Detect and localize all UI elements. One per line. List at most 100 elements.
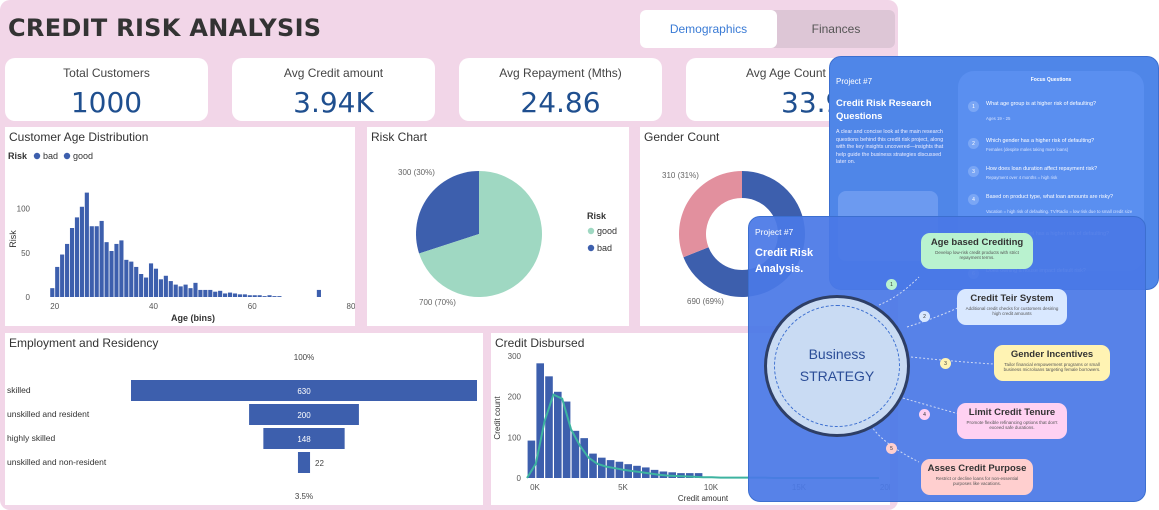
page-title: CREDIT RISK ANALYSIS <box>8 14 322 42</box>
slide-description: A clear and concise look at the main res… <box>836 129 944 166</box>
strategy-title-line2: STRATEGY <box>799 368 875 384</box>
x-axis-label: Credit amount <box>678 494 729 503</box>
business-strategy-slide: Project #7 Credit Risk Analysis. Busines… <box>748 216 1146 502</box>
project-label: Project #7 <box>836 77 873 86</box>
strategy-step-card: Limit Credit Tenure Promote flexible refi… <box>957 403 1067 439</box>
age-bar <box>109 251 114 297</box>
step-number: 5 <box>886 443 897 454</box>
x-tick-label: 0K <box>530 483 540 492</box>
question-number: 4 <box>968 194 979 205</box>
question-answer: Ages 19 - 25 <box>986 116 1011 121</box>
strategy-step-card: Credit Teir System Additional credit chec… <box>957 289 1067 325</box>
employment-funnel-chart: 100% skilled 630 unskilled and resident 200 h… <box>7 353 477 501</box>
kpi-card-avg-repayment: Avg Repayment (Mths) 24.86 <box>459 58 662 121</box>
age-bar <box>267 295 272 297</box>
funnel-category-label: highly skilled <box>7 433 55 443</box>
age-bar <box>84 192 89 297</box>
age-bar <box>153 268 159 297</box>
legend-good-marker <box>587 227 595 235</box>
funnel-value-label: 148 <box>297 435 311 444</box>
legend-good-marker <box>63 152 71 160</box>
y-tick-label: 100 <box>508 433 522 442</box>
x-tick-label: 80 <box>347 302 355 311</box>
age-bar <box>257 295 262 297</box>
legend-good-label: good <box>73 151 93 161</box>
age-bar <box>173 284 178 297</box>
credit-bar <box>580 438 588 478</box>
y-tick-label: 100 <box>17 205 31 214</box>
tab-demographics[interactable]: Demographics <box>640 10 777 48</box>
panel-title: Risk Chart <box>371 130 428 144</box>
panel-title: Gender Count <box>644 130 720 144</box>
data-label-good: 700 (70%) <box>419 298 456 307</box>
age-bar <box>163 275 168 297</box>
step-description: Develop low-risk credit products with st… <box>935 250 1019 260</box>
legend-bad-label: bad <box>43 151 58 161</box>
funnel-category-label: unskilled and resident <box>7 409 90 419</box>
funnel-bottom-label: 3.5% <box>295 492 313 501</box>
age-bar <box>129 261 134 297</box>
panel-title: Customer Age Distribution <box>9 130 149 144</box>
credit-bar <box>694 473 703 478</box>
age-bar <box>89 226 94 297</box>
questions-title: Focus Questions <box>1030 77 1072 83</box>
step-description: Tailor financial empowerment programs or… <box>1003 362 1101 372</box>
age-bar <box>213 291 218 297</box>
question-answer: Vacation = high risk of defaulting. TV/R… <box>986 209 1133 214</box>
question-text: Based on product type, what loan amounts… <box>986 194 1114 200</box>
step-title: Asses Credit Purpose <box>927 463 1027 474</box>
funnel-value-label: 200 <box>297 411 311 420</box>
question-number: 2 <box>968 138 979 149</box>
credit-bar <box>598 457 606 478</box>
age-bar <box>60 254 65 297</box>
funnel-bar <box>249 404 359 425</box>
age-bar <box>237 294 242 297</box>
strategy-title-line1: Business <box>808 346 866 362</box>
age-bar <box>94 226 99 297</box>
legend-bad-marker <box>587 244 595 252</box>
legend-good-label: good <box>597 226 617 236</box>
data-label-1: 690 (69%) <box>687 297 724 306</box>
age-bar <box>183 284 188 297</box>
age-bar <box>74 217 80 297</box>
age-distribution-panel: Customer Age Distribution Risk bad good 0 50… <box>5 127 355 326</box>
y-axis-label: Credit count <box>493 396 502 440</box>
age-bar <box>69 228 75 297</box>
age-bar <box>144 277 149 297</box>
risk-pie-chart: 300 (30%) 700 (70%) Risk good bad <box>398 168 617 307</box>
risk-chart-panel: Risk Chart 300 (30%) 700 (70%) Risk good bad <box>367 127 629 326</box>
age-bar <box>193 282 198 297</box>
age-bar <box>223 293 228 297</box>
age-histogram: Risk bad good 0 50 100 20 40 60 80 Age (bins) Risk <box>8 151 355 323</box>
funnel-bar <box>297 452 311 473</box>
funnel-category-label: unskilled and non-resident <box>7 457 107 467</box>
age-bar <box>227 292 233 297</box>
question-number: 1 <box>968 101 979 112</box>
x-axis-label: Age (bins) <box>171 313 215 323</box>
question-answer: Females (despite males taking more loans… <box>986 147 1069 152</box>
question-text: How does loan duration affect repayment … <box>986 166 1098 172</box>
age-bar <box>316 289 321 297</box>
panel-title: Credit Disbursed <box>495 336 585 350</box>
step-description: Restrict or decline loans for non-essent… <box>935 476 1019 486</box>
age-bar <box>79 206 84 297</box>
kpi-value: 3.94K <box>293 86 374 119</box>
age-bar <box>247 295 252 297</box>
y-tick-label: 200 <box>508 393 522 402</box>
tab-finances[interactable]: Finances <box>811 22 861 36</box>
age-bar <box>50 288 55 297</box>
funnel-value-label: 630 <box>297 387 311 396</box>
age-bar <box>119 240 124 297</box>
age-bar <box>148 263 154 297</box>
step-description: Additional credit checks for customers d… <box>965 306 1059 316</box>
funnel-value-label: 22 <box>315 459 324 468</box>
step-number: 3 <box>940 358 951 369</box>
age-bar <box>65 243 70 297</box>
question-number: 3 <box>968 166 979 177</box>
question-text: Which gender has a higher risk of defaul… <box>986 138 1095 144</box>
age-bar <box>277 296 282 297</box>
kpi-value: 1000 <box>70 86 143 119</box>
age-bar <box>124 259 129 297</box>
age-bar <box>99 220 104 297</box>
age-bar <box>134 266 139 297</box>
